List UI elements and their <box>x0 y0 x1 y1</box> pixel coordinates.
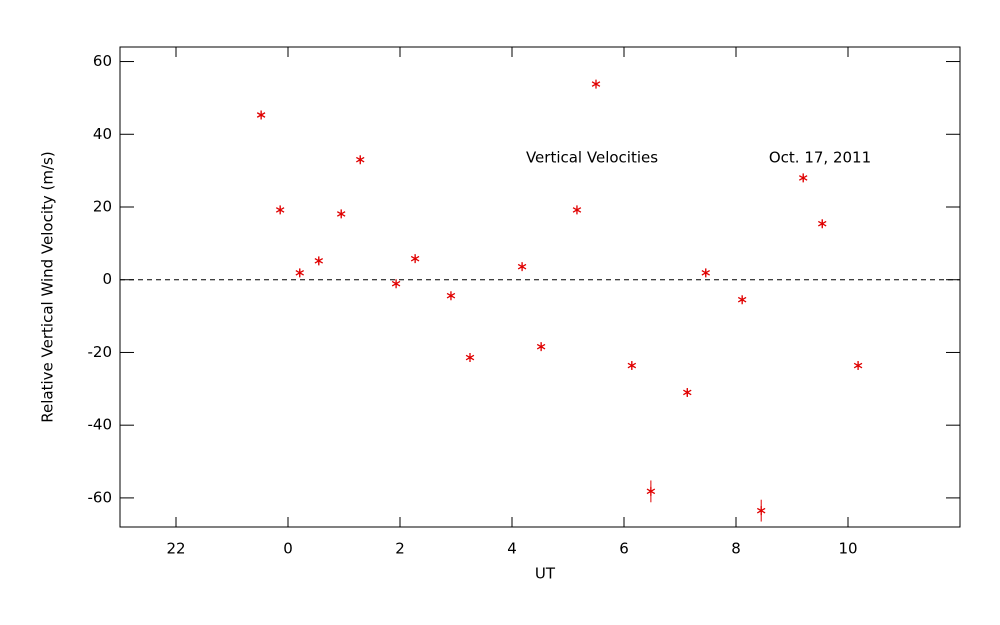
y-tick-label: 20 <box>93 198 112 216</box>
annotation: Vertical Velocities <box>526 149 658 167</box>
point <box>818 219 827 229</box>
x-tick-label: 8 <box>731 540 741 558</box>
annotation: Oct. 17, 2011 <box>769 149 871 167</box>
x-tick-label: 0 <box>283 540 293 558</box>
x-tick-label: 10 <box>838 540 857 558</box>
x-axis-label: UT <box>535 565 556 583</box>
y-tick-label: -40 <box>88 416 113 434</box>
point <box>701 268 710 278</box>
y-tick-label: 0 <box>102 270 112 288</box>
y-tick-label: -20 <box>88 343 113 361</box>
point <box>446 291 456 301</box>
point <box>314 256 324 266</box>
plot-frame <box>119 46 961 528</box>
x-tick-label: 22 <box>166 540 185 558</box>
point <box>853 361 863 371</box>
point <box>737 295 747 305</box>
point <box>517 262 527 272</box>
point <box>465 353 475 363</box>
point <box>756 506 766 516</box>
y-axis-label: Relative Vertical Wind Velocity (m/s) <box>39 151 57 422</box>
y-tick-label: -60 <box>88 488 113 506</box>
y-tick-label: 40 <box>93 125 112 143</box>
point <box>410 254 420 264</box>
x-tick-label: 2 <box>395 540 405 558</box>
point <box>391 279 401 289</box>
point <box>683 387 692 397</box>
point <box>798 173 808 183</box>
point <box>336 209 346 219</box>
point <box>536 342 546 352</box>
point <box>275 205 285 215</box>
x-tick-label: 4 <box>507 540 517 558</box>
x-tick-label: 6 <box>619 540 629 558</box>
point <box>627 361 637 371</box>
point <box>256 110 266 120</box>
point <box>295 268 304 278</box>
point <box>572 205 582 215</box>
y-tick-label: 60 <box>93 52 112 70</box>
point <box>356 155 365 165</box>
point <box>591 79 601 89</box>
point <box>646 486 656 496</box>
